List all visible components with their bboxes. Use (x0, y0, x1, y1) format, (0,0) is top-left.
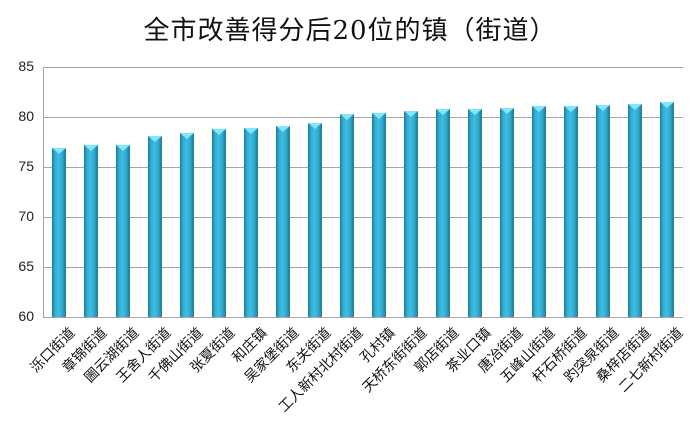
bar (660, 102, 674, 317)
bar (372, 113, 386, 317)
y-tick-label: 65 (18, 258, 34, 274)
gridline (43, 67, 683, 68)
bar (564, 106, 578, 317)
y-tick-label: 70 (18, 208, 34, 224)
y-axis-line (43, 67, 44, 317)
plot-area (43, 67, 683, 318)
gridline (43, 317, 683, 318)
bar (276, 126, 290, 317)
bar (148, 136, 162, 317)
chart-title: 全市改善得分后20位的镇（街道） (143, 16, 557, 46)
y-tick-label: 80 (18, 108, 34, 124)
bar (180, 133, 194, 317)
bar (340, 114, 354, 317)
bar (404, 111, 418, 317)
bar (212, 129, 226, 317)
y-tick-label: 85 (18, 58, 34, 74)
bar (308, 123, 322, 317)
bar (532, 106, 546, 317)
bar (628, 104, 642, 317)
bar (436, 109, 450, 317)
bar (84, 145, 98, 317)
bar (244, 128, 258, 317)
bar (500, 108, 514, 317)
gridline (43, 267, 683, 268)
gridline (43, 217, 683, 218)
bar (468, 109, 482, 317)
bar (596, 105, 610, 317)
y-tick-label: 75 (18, 158, 34, 174)
y-tick-label: 60 (18, 308, 34, 324)
bar (52, 148, 66, 317)
gridline (43, 117, 683, 118)
gridline (43, 167, 683, 168)
bar (116, 145, 130, 317)
